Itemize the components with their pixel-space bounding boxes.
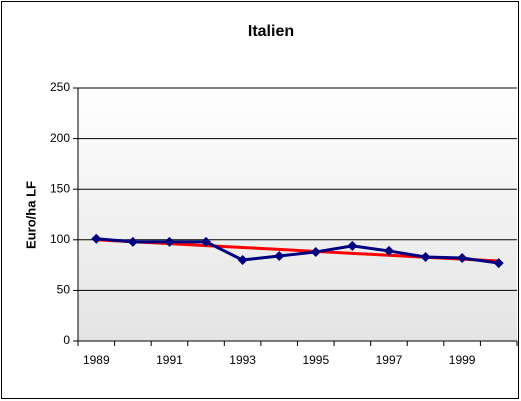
plot-area	[78, 88, 517, 341]
x-tick-label: 1993	[229, 353, 256, 367]
data-point	[347, 240, 358, 251]
data-point	[164, 236, 175, 247]
x-tick-label: 1995	[302, 353, 329, 367]
y-tick-label: 200	[50, 131, 70, 145]
y-tick-label: 0	[63, 333, 70, 347]
y-tick-label: 50	[57, 283, 71, 297]
x-tick-label: 1997	[376, 353, 403, 367]
data-point	[91, 233, 102, 244]
data-line	[96, 237, 499, 265]
data-point	[237, 255, 248, 266]
x-tick-label: 1999	[449, 353, 476, 367]
data-point	[310, 246, 321, 257]
data-point	[420, 252, 431, 263]
data-point	[457, 253, 468, 264]
y-tick-label: 250	[50, 80, 70, 94]
y-axis-label: Euro/ha LF	[23, 181, 38, 249]
data-point	[493, 258, 504, 269]
data-point	[127, 236, 138, 247]
data-point	[274, 250, 285, 261]
chart-title: Italien	[248, 23, 294, 40]
y-tick-label: 150	[50, 181, 70, 195]
x-tick-label: 1991	[156, 353, 183, 367]
data-point	[201, 236, 212, 247]
data-point	[383, 245, 394, 256]
x-tick-label: 1989	[83, 353, 110, 367]
y-tick-label: 100	[50, 232, 70, 246]
